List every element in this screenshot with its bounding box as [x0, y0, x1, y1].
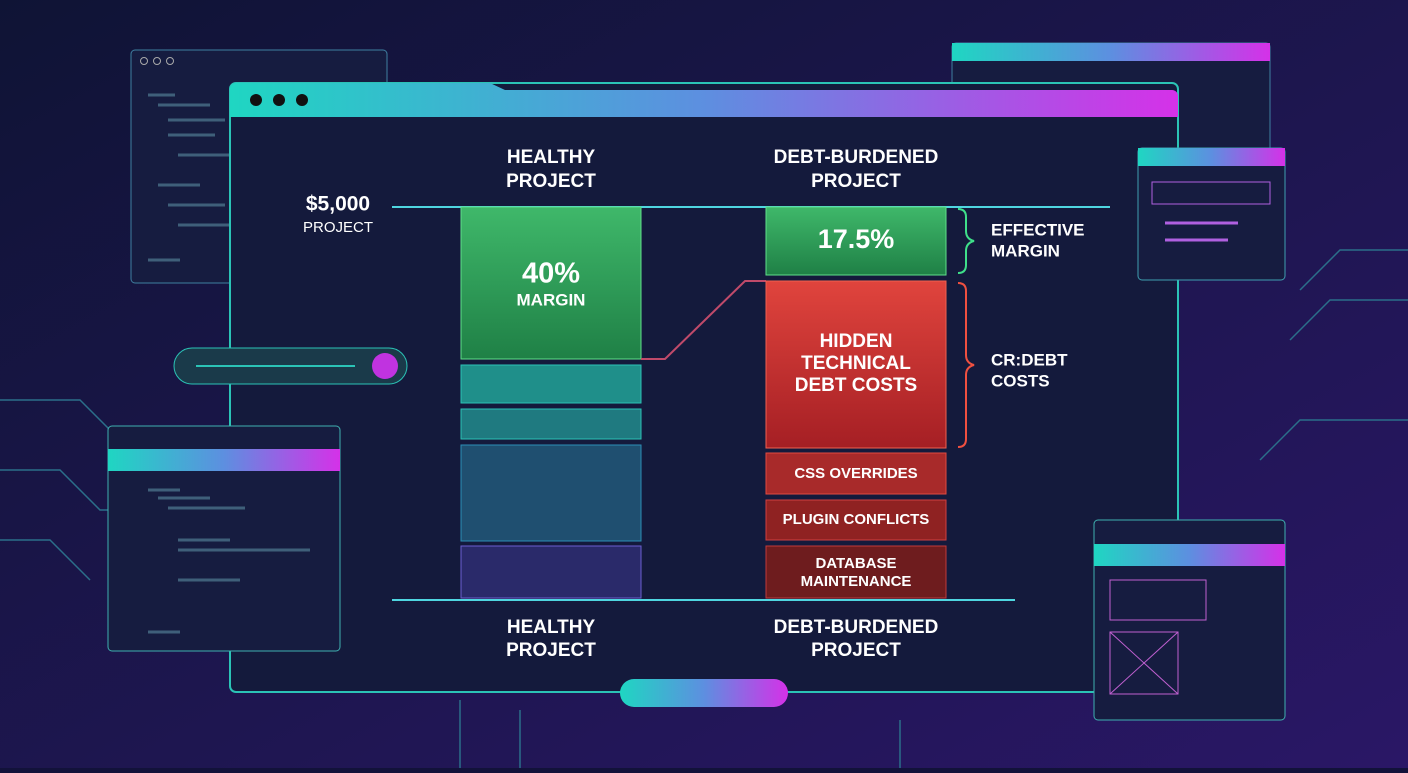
bottom-right-window — [1093, 519, 1286, 721]
column-title: HEALTHY — [507, 147, 596, 168]
debt-margin-block — [765, 206, 947, 276]
healthy-margin-label: MARGIN — [517, 290, 586, 309]
cost-label: PLUGIN CONFLICTS — [783, 511, 930, 528]
cost-label: CSS OVERRIDES — [794, 465, 917, 482]
hidden-costs-block — [765, 280, 947, 449]
column-title: PROJECT — [811, 171, 901, 192]
column-title: DEBT-BURDENED — [774, 147, 939, 168]
column-footer: PROJECT — [506, 640, 596, 661]
cost-label: MAINTENANCE — [801, 573, 912, 590]
hidden-costs-label: HIDDEN — [820, 331, 893, 352]
bottom-button[interactable] — [620, 679, 788, 707]
healthy-cost-block — [460, 444, 642, 542]
cost-label: DATABASE — [815, 555, 896, 572]
annotation: MARGIN — [991, 241, 1060, 260]
side-window — [1137, 147, 1286, 281]
annotation: CR:DEBT — [991, 350, 1068, 369]
healthy-cost-block — [460, 364, 642, 404]
cost-block — [765, 452, 947, 495]
debt-margin-value: 17.5% — [818, 224, 895, 254]
cost-block — [765, 545, 947, 599]
healthy-margin-block — [460, 206, 642, 360]
annotation: EFFECTIVE — [991, 220, 1085, 239]
editor-window — [107, 425, 341, 652]
budget-label: PROJECT — [303, 219, 373, 236]
budget-amount: $5,000 — [306, 193, 370, 216]
column-footer: PROJECT — [811, 640, 901, 661]
hidden-costs-label: DEBT COSTS — [795, 375, 917, 396]
hidden-costs-label: TECHNICAL — [801, 353, 911, 374]
slider[interactable] — [173, 347, 408, 385]
column-footer: DEBT-BURDENED — [774, 617, 939, 638]
circuit-lines — [0, 249, 1408, 768]
healthy-margin-value: 40% — [522, 258, 580, 290]
annotation: COSTS — [991, 371, 1050, 390]
healthy-cost-block — [460, 408, 642, 440]
connector — [641, 280, 766, 360]
cost-block — [765, 499, 947, 541]
healthy-cost-block — [460, 545, 642, 599]
bracket — [957, 208, 975, 274]
column-footer: HEALTHY — [507, 617, 596, 638]
bracket — [957, 282, 975, 448]
column-title: PROJECT — [506, 171, 596, 192]
